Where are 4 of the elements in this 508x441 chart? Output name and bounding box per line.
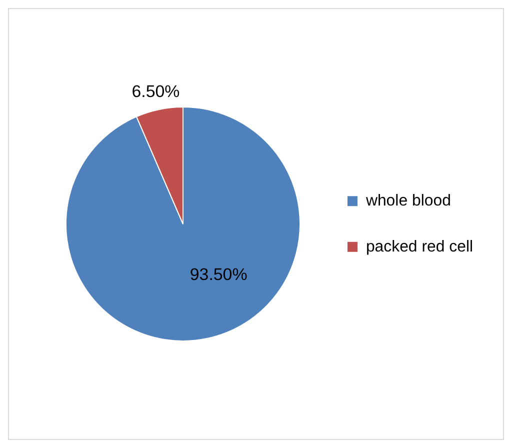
- data-label: 93.50%: [190, 265, 248, 284]
- legend-label: whole blood: [364, 192, 451, 210]
- legend-label: packed red cell: [366, 238, 474, 256]
- data-label: 6.50%: [132, 82, 180, 101]
